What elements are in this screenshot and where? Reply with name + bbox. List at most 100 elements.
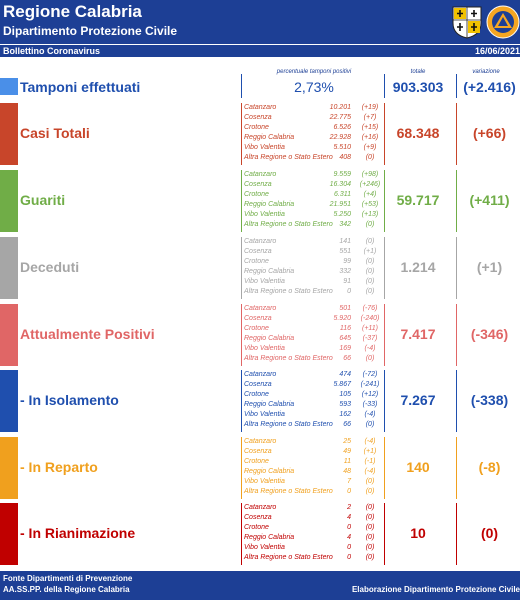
province-name: Crotone — [244, 458, 269, 465]
province-row: Reggio Calabria 593 (-33) — [244, 400, 384, 410]
section-total: 7.267 — [400, 392, 436, 408]
delta-column-header: variazione — [472, 69, 500, 75]
section-delta: (+411) — [469, 192, 510, 208]
province-name: Vibo Valentia — [244, 345, 285, 352]
province-row: Vibo Valentia 5.250 (+13) — [244, 210, 384, 220]
province-value: 22.775 — [329, 114, 351, 121]
province-value: 99 — [343, 258, 351, 265]
province-delta: (0) — [365, 514, 375, 521]
province-row: Vibo Valentia 91 (0) — [244, 277, 384, 287]
province-value: 22.928 — [329, 134, 351, 141]
province-name: Vibo Valentia — [244, 211, 285, 218]
province-value: 66 — [343, 355, 351, 362]
province-value: 16.304 — [329, 181, 351, 188]
province-table: Catanzaro 2 (0) Cosenza 4 (0) Crotone 0 (0) Reggi… — [244, 503, 384, 563]
province-value: 5.920 — [333, 315, 351, 322]
section-divider — [241, 237, 242, 299]
province-name: Crotone — [244, 524, 269, 531]
province-delta: (0) — [365, 478, 375, 485]
footer-source: Fonte Dipartimenti di Prevenzione — [3, 574, 133, 583]
section-divider — [456, 437, 457, 499]
tamponi-color-bar — [0, 78, 18, 95]
province-name: Catanzaro — [244, 104, 277, 111]
province-name: Crotone — [244, 124, 269, 131]
section-divider — [456, 237, 457, 299]
province-value: 645 — [339, 335, 351, 342]
province-row: Reggio Calabria 48 (-4) — [244, 467, 384, 477]
section-color-bar — [0, 370, 18, 432]
province-delta: (0) — [365, 278, 375, 285]
province-name: Reggio Calabria — [244, 401, 295, 408]
province-row: Catanzaro 501 (-76) — [244, 304, 384, 314]
province-value: 551 — [339, 248, 351, 255]
province-value: 0 — [347, 288, 351, 295]
bulletin-title: Bollettino Coronavirus — [3, 46, 101, 56]
province-row: Crotone 6.526 (+15) — [244, 123, 384, 133]
tamponi-percent: 2,73% — [294, 79, 334, 95]
province-delta: (0) — [365, 258, 375, 265]
province-value: 5.867 — [333, 381, 351, 388]
province-row: Cosenza 5.920 (-240) — [244, 314, 384, 324]
province-delta: (0) — [365, 154, 375, 161]
section-color-bar — [0, 304, 18, 366]
section-divider — [384, 370, 385, 432]
province-table: Catanzaro 10.201 (+19) Cosenza 22.775 (+7) Cro… — [244, 103, 384, 163]
section-color-bar — [0, 237, 18, 299]
province-delta: (-240) — [360, 315, 380, 322]
section-delta: (-8) — [478, 459, 501, 475]
section-color-bar — [0, 103, 18, 165]
province-table: Catanzaro 9.559 (+98) Cosenza 16.304 (+246) Cr… — [244, 170, 384, 230]
region-crest-icon — [452, 6, 482, 39]
province-value: 25 — [343, 438, 351, 445]
province-name: Crotone — [244, 258, 269, 265]
province-name: Altra Regione o Stato Estero — [244, 554, 333, 561]
province-name: Vibo Valentia — [244, 411, 285, 418]
province-delta: (+9) — [363, 144, 377, 151]
province-name: Cosenza — [244, 181, 272, 188]
province-value: 0 — [347, 488, 351, 495]
province-value: 2 — [347, 504, 351, 511]
section-total: 68.348 — [396, 125, 440, 141]
section-divider — [241, 170, 242, 232]
section-label: Guariti — [20, 192, 66, 208]
section-label: - In Reparto — [20, 459, 98, 475]
province-delta: (0) — [365, 238, 375, 245]
province-delta: (+15) — [361, 124, 379, 131]
province-row: Vibo Valentia 162 (-4) — [244, 410, 384, 420]
section-divider — [456, 304, 457, 366]
province-value: 49 — [343, 448, 351, 455]
section-divider — [384, 304, 385, 366]
province-name: Cosenza — [244, 315, 272, 322]
province-name: Vibo Valentia — [244, 478, 285, 485]
province-name: Reggio Calabria — [244, 468, 295, 475]
province-value: 0 — [347, 524, 351, 531]
province-row: Reggio Calabria 332 (0) — [244, 267, 384, 277]
province-delta: (-72) — [362, 371, 378, 378]
province-delta: (-76) — [362, 305, 378, 312]
province-value: 4 — [347, 534, 351, 541]
province-name: Crotone — [244, 191, 269, 198]
province-name: Catanzaro — [244, 238, 277, 245]
section-delta: (+1) — [476, 259, 503, 275]
province-name: Vibo Valentia — [244, 144, 285, 151]
province-row: Reggio Calabria 22.928 (+16) — [244, 133, 384, 143]
section-rianimazione: - In Rianimazione Catanzaro 2 (0) Cosenza 4 (0… — [0, 503, 520, 565]
province-value: 5.250 — [333, 211, 351, 218]
province-row: Crotone 6.311 (+4) — [244, 190, 384, 200]
province-name: Vibo Valentia — [244, 278, 285, 285]
section-divider — [456, 370, 457, 432]
province-value: 408 — [339, 154, 351, 161]
section-total: 59.717 — [396, 192, 440, 208]
province-name: Reggio Calabria — [244, 268, 295, 275]
province-value: 91 — [343, 278, 351, 285]
province-row: Crotone 105 (+12) — [244, 390, 384, 400]
province-name: Catanzaro — [244, 171, 277, 178]
province-value: 169 — [339, 345, 351, 352]
province-delta: (0) — [365, 221, 375, 228]
header-bar: Regione Calabria Dipartimento Protezione… — [0, 0, 520, 44]
province-value: 6.526 — [333, 124, 351, 131]
province-delta: (0) — [365, 421, 375, 428]
province-delta: (0) — [365, 488, 375, 495]
section-deceduti: Deceduti Catanzaro 141 (0) Cosenza 551 (+1) Cro… — [0, 237, 520, 299]
section-label: - In Rianimazione — [20, 525, 136, 541]
